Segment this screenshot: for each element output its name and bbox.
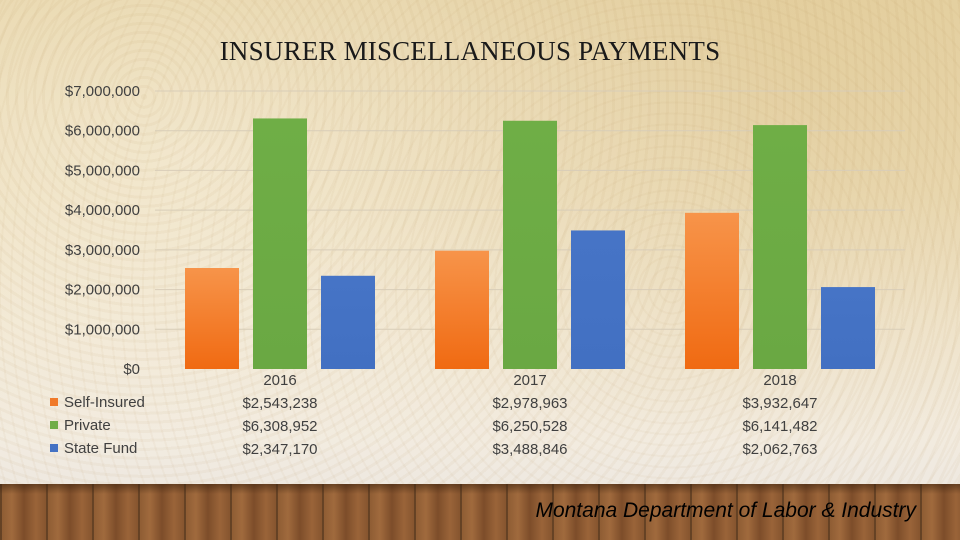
y-tick-label: $3,000,000 bbox=[65, 242, 140, 259]
data-table-cell: $6,141,482 bbox=[742, 418, 817, 435]
y-tick-label: $2,000,000 bbox=[65, 282, 140, 299]
legend-item: Self-Insured bbox=[50, 392, 145, 412]
y-tick-label: $1,000,000 bbox=[65, 321, 140, 338]
y-tick-label: $7,000,000 bbox=[65, 83, 140, 100]
legend-label: Private bbox=[64, 416, 111, 434]
data-table-cell: $6,250,528 bbox=[492, 418, 567, 435]
bar-state-fund-2016 bbox=[321, 275, 375, 369]
bar-chart: $0 $1,000,000 $2,000,000 $3,000,000 $4,000,0… bbox=[65, 83, 905, 458]
bar-private-2017 bbox=[503, 120, 557, 370]
y-tick-label: $6,000,000 bbox=[65, 123, 140, 140]
bar-self-insured-2018 bbox=[685, 212, 739, 369]
x-tick-label: 2018 bbox=[763, 372, 796, 389]
y-tick-label: $0 bbox=[123, 361, 140, 378]
data-table-cell: $2,062,763 bbox=[742, 441, 817, 458]
x-tick-label: 2016 bbox=[263, 372, 296, 389]
legend-label: State Fund bbox=[64, 439, 138, 457]
legend-item: Private bbox=[50, 415, 111, 435]
data-table-cell: $3,932,647 bbox=[742, 395, 817, 412]
bar-private-2016 bbox=[253, 118, 307, 369]
legend-swatch bbox=[50, 398, 58, 406]
footer-organization: Montana Department of Labor & Industry bbox=[535, 499, 916, 522]
y-tick-label: $5,000,000 bbox=[65, 162, 140, 179]
bar-self-insured-2016 bbox=[185, 267, 239, 369]
x-tick-label: 2017 bbox=[513, 372, 546, 389]
floor-shadow bbox=[0, 484, 960, 494]
legend-swatch bbox=[50, 444, 58, 452]
legend-swatch bbox=[50, 421, 58, 429]
chart-title: INSURER MISCELLANEOUS PAYMENTS bbox=[219, 36, 721, 66]
data-table-cell: $2,543,238 bbox=[242, 395, 317, 412]
bar-state-fund-2018 bbox=[821, 287, 875, 369]
data-table-cell: $2,978,963 bbox=[492, 395, 567, 412]
legend-item: State Fund bbox=[50, 438, 137, 458]
legend-label: Self-Insured bbox=[64, 393, 145, 411]
data-table-cell: $6,308,952 bbox=[242, 418, 317, 435]
y-tick-label: $4,000,000 bbox=[65, 202, 140, 219]
bar-state-fund-2017 bbox=[571, 230, 625, 369]
bar-private-2018 bbox=[753, 125, 807, 369]
bar-self-insured-2017 bbox=[435, 250, 489, 369]
data-table-cell: $2,347,170 bbox=[242, 441, 317, 458]
data-table-cell: $3,488,846 bbox=[492, 441, 567, 458]
